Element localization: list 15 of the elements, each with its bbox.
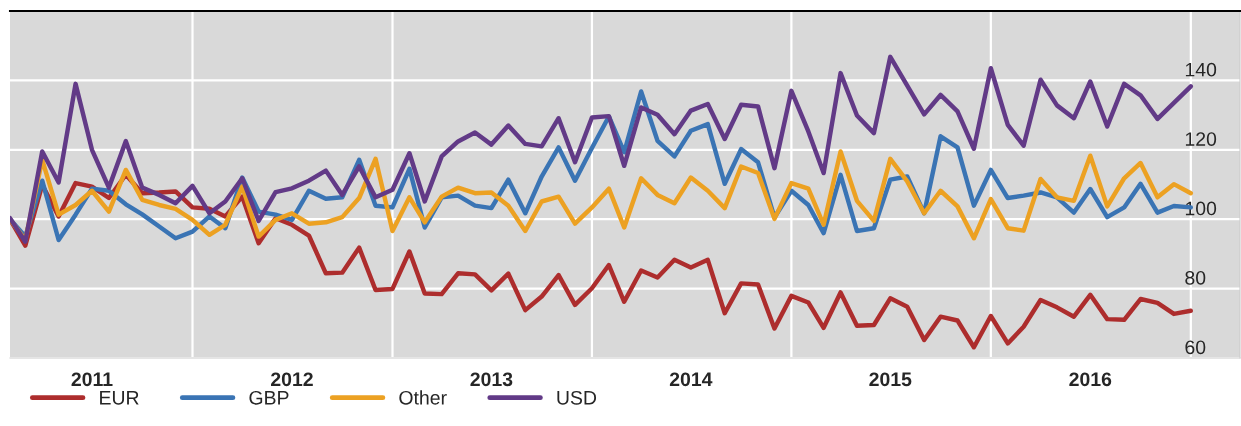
legend-label: EUR (100, 391, 139, 405)
y-tick-label: 140 (1185, 62, 1217, 77)
y-tick-label: 100 (1185, 201, 1217, 216)
y-tick-label: 60 (1185, 340, 1206, 355)
y-tick-label: 120 (1185, 132, 1217, 146)
y-tick-label: 80 (1185, 270, 1206, 285)
x-tick-label: 2012 (271, 372, 313, 387)
legend-label: GBP (249, 390, 289, 405)
legend-label: USD (557, 390, 597, 405)
x-tick-label: 2013 (470, 372, 513, 387)
legend-label: Other (399, 390, 447, 405)
x-tick-label: 2016 (1069, 372, 1112, 387)
x-tick-label: 2011 (71, 372, 113, 387)
x-tick-label: 2015 (869, 372, 912, 387)
x-tick-label: 2014 (669, 372, 713, 387)
